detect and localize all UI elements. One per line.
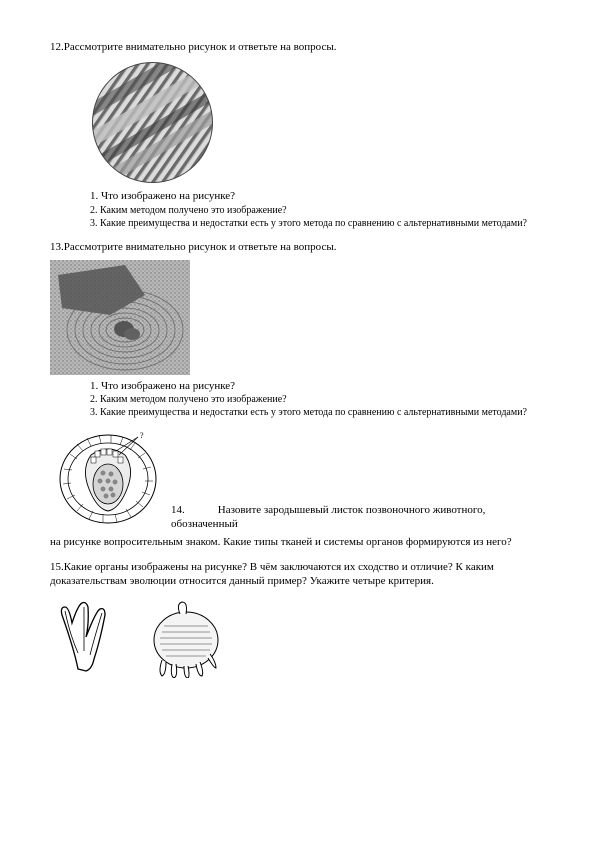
q13-sub1: 1. Что изображено на рисунке? bbox=[90, 379, 545, 393]
q14-num: 14. bbox=[171, 504, 185, 516]
mole-foot-icon bbox=[140, 596, 230, 678]
page-content: 12.Рассмотрите внимательно рисунок и отв… bbox=[0, 0, 595, 703]
q13-sub3: 3. Какие преимущества и недостатки есть … bbox=[90, 406, 545, 419]
gastrula-icon: ? bbox=[53, 429, 163, 529]
q12-sub1: 1. Что изображено на рисунке? bbox=[90, 189, 545, 203]
q14-figure: ? bbox=[50, 429, 165, 533]
q14-line2: на рисунке вопросительным знаком. Какие … bbox=[50, 535, 545, 549]
webbed-foot-icon bbox=[50, 597, 120, 677]
q12-sub3: 3. Какие преимущества и недостатки есть … bbox=[90, 217, 545, 230]
q12-sub2: 2. Каким методом получено это изображени… bbox=[90, 204, 545, 217]
microscopy-circle-icon bbox=[90, 60, 215, 185]
q14-row: ? 14. Назовите зародышевый листок позвон… bbox=[50, 429, 545, 533]
q13-main: 13.Рассмотрите внимательно рисунок и отв… bbox=[50, 240, 545, 254]
q14-line1: 14. Назовите зародышевый листок позвоноч… bbox=[171, 503, 545, 534]
q13-figure bbox=[50, 260, 190, 375]
q15-main: 15.Какие органы изображены на рисунке? В… bbox=[50, 560, 545, 589]
svg-text:?: ? bbox=[140, 431, 144, 440]
q12-main: 12.Рассмотрите внимательно рисунок и отв… bbox=[50, 40, 545, 54]
em-cell-icon bbox=[50, 260, 190, 375]
q15-figure bbox=[50, 594, 280, 679]
q13-sub2: 2. Каким методом получено это изображени… bbox=[90, 393, 545, 406]
q14-text1: Назовите зародышевый листок позвоночного… bbox=[171, 504, 485, 530]
q12-figure bbox=[90, 60, 215, 185]
